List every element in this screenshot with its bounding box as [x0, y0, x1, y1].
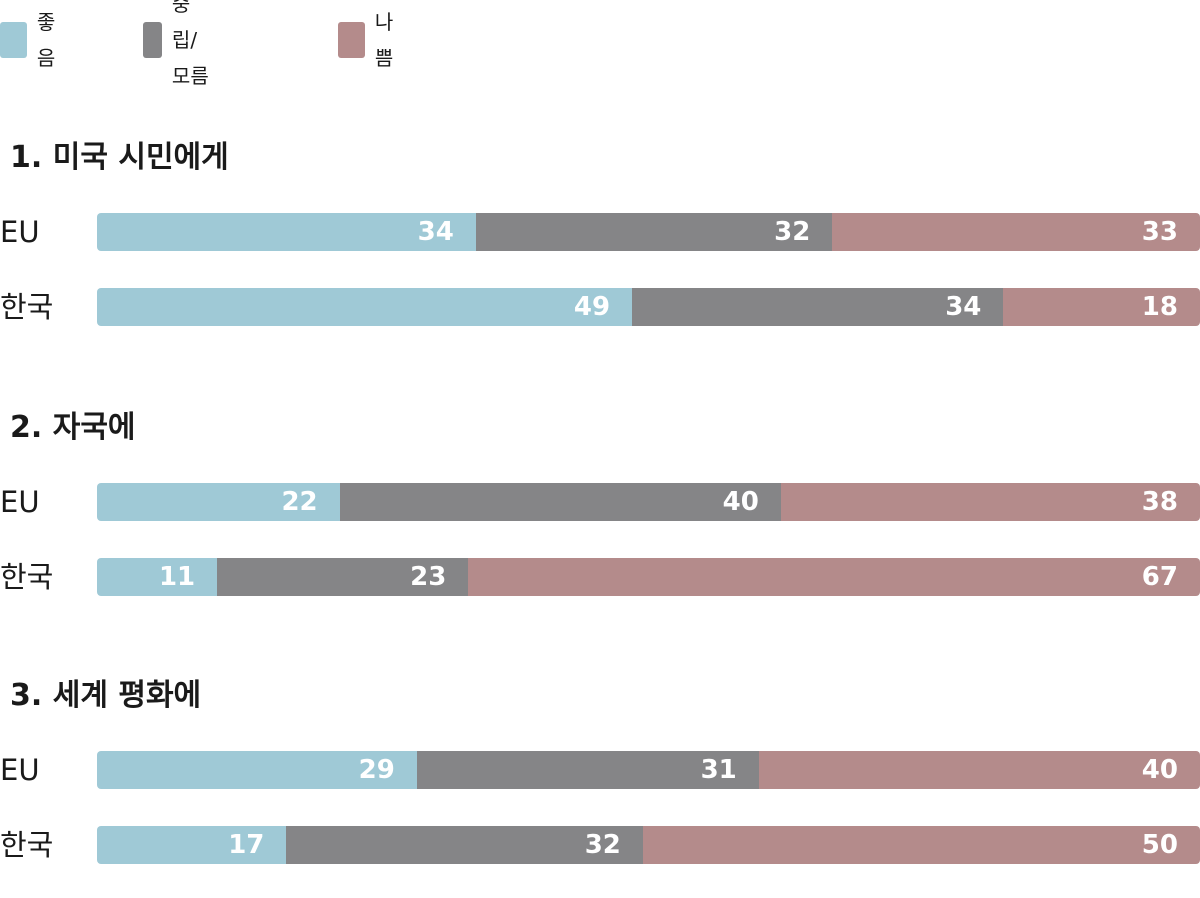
bar-segment-bad: 50 [642, 826, 1200, 864]
data-label: 40 [722, 487, 759, 517]
bar-segment-good: 49 [97, 288, 633, 326]
bar-segment-bad: 40 [758, 751, 1200, 789]
bar-row: EU 29 31 40 [0, 750, 1200, 790]
data-label: 50 [1141, 830, 1178, 860]
legend-swatch-neutral [143, 22, 162, 58]
bar-segment-neutral: 31 [416, 751, 759, 789]
row-label: EU [0, 485, 40, 519]
legend-item-bad: 나쁨 [338, 10, 402, 70]
data-label: 17 [228, 830, 265, 860]
group-title: 3. 세계 평화에 [10, 678, 202, 713]
bar-row: EU 34 32 33 [0, 212, 1200, 252]
bar-segment-neutral: 23 [217, 558, 469, 596]
data-label: 34 [417, 217, 454, 247]
legend-swatch-good [0, 22, 27, 58]
data-label: 11 [158, 562, 196, 592]
data-label: 49 [573, 292, 611, 322]
bar-segment-bad: 33 [832, 213, 1200, 251]
data-label: 32 [584, 830, 621, 860]
data-label: 38 [1141, 487, 1178, 517]
group-title: 1. 미국 시민에게 [10, 140, 229, 175]
row-label: EU [0, 753, 40, 787]
bar-track: 11 23 67 [97, 558, 1200, 596]
legend-swatch-bad [338, 22, 365, 58]
bar-segment-good: 29 [97, 751, 417, 789]
data-label: 18 [1141, 292, 1178, 322]
bar-track: 22 40 38 [97, 483, 1200, 521]
bar-track: 17 32 50 [97, 826, 1200, 864]
bar-row: 한국 49 34 18 [0, 287, 1200, 327]
group-title: 2. 자국에 [10, 410, 136, 445]
bar-segment-bad: 18 [1003, 288, 1200, 326]
bar-segment-neutral: 32 [286, 826, 643, 864]
bar-segment-good: 22 [97, 483, 340, 521]
data-label: 23 [410, 562, 447, 592]
bar-segment-neutral: 34 [632, 288, 1004, 326]
bar-track: 34 32 33 [97, 213, 1200, 251]
bar-row: 한국 17 32 50 [0, 825, 1200, 865]
data-label: 32 [774, 217, 811, 247]
row-label: 한국 [0, 290, 54, 324]
legend-label-bad: 나쁨 [374, 10, 394, 70]
bar-row: EU 22 40 38 [0, 482, 1200, 522]
bar-track: 49 34 18 [97, 288, 1200, 326]
bar-segment-good: 11 [97, 558, 218, 596]
bar-segment-neutral: 32 [475, 213, 833, 251]
bar-segment-good: 34 [97, 213, 476, 251]
bar-row: 한국 11 23 67 [0, 557, 1200, 597]
row-label: EU [0, 215, 40, 249]
data-label: 31 [700, 755, 737, 785]
row-label: 한국 [0, 560, 54, 594]
legend-label-good: 좋음 [36, 10, 56, 70]
bar-segment-neutral: 40 [339, 483, 781, 521]
bar-segment-bad: 67 [468, 558, 1200, 596]
row-label: 한국 [0, 828, 54, 862]
data-label: 40 [1141, 755, 1178, 785]
data-label: 67 [1141, 562, 1178, 592]
bar-segment-good: 17 [97, 826, 287, 864]
bar-track: 29 31 40 [97, 751, 1200, 789]
legend-item-good: 좋음 [0, 10, 64, 70]
legend-item-neutral: 중립/모름 [143, 0, 214, 88]
data-label: 22 [281, 487, 318, 517]
legend-label-neutral: 중립/모름 [171, 0, 209, 88]
bar-segment-bad: 38 [780, 483, 1200, 521]
data-label: 29 [358, 755, 395, 785]
data-label: 34 [945, 292, 982, 322]
data-label: 33 [1141, 217, 1178, 247]
